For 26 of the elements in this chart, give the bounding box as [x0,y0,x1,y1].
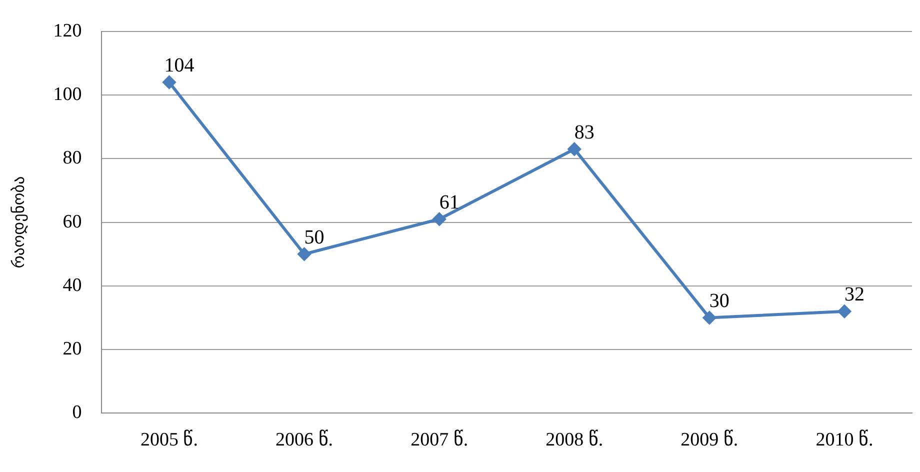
y-tick-label: 0 [72,402,82,424]
y-tick-label: 100 [53,84,82,106]
y-tick-label: 120 [53,20,82,42]
y-tick-label: 60 [62,211,82,232]
x-tick-label: 2008 წ. [546,430,604,451]
x-tick-label: 2005 წ. [140,430,198,451]
x-tick-label: 2007 წ. [410,430,468,451]
data-label: 30 [709,290,730,312]
x-tick-label: 2010 წ. [816,430,874,451]
data-label: 50 [304,226,324,248]
x-tick-label: 2006 წ. [276,430,334,451]
data-label: 83 [574,121,594,144]
y-axis-title: რაოდენობა [8,176,28,268]
data-label: 104 [164,54,194,77]
data-label: 61 [439,191,460,214]
y-tick-label: 20 [62,338,82,360]
point [702,311,716,324]
y-tick-label: 80 [62,148,82,169]
point [162,76,176,89]
x-tick-label: 2009 წ. [680,430,738,451]
point [432,212,446,226]
point [568,142,581,156]
data-label: 32 [844,284,864,306]
point [298,248,311,261]
y-tick-label: 40 [62,274,82,296]
point [838,304,851,318]
